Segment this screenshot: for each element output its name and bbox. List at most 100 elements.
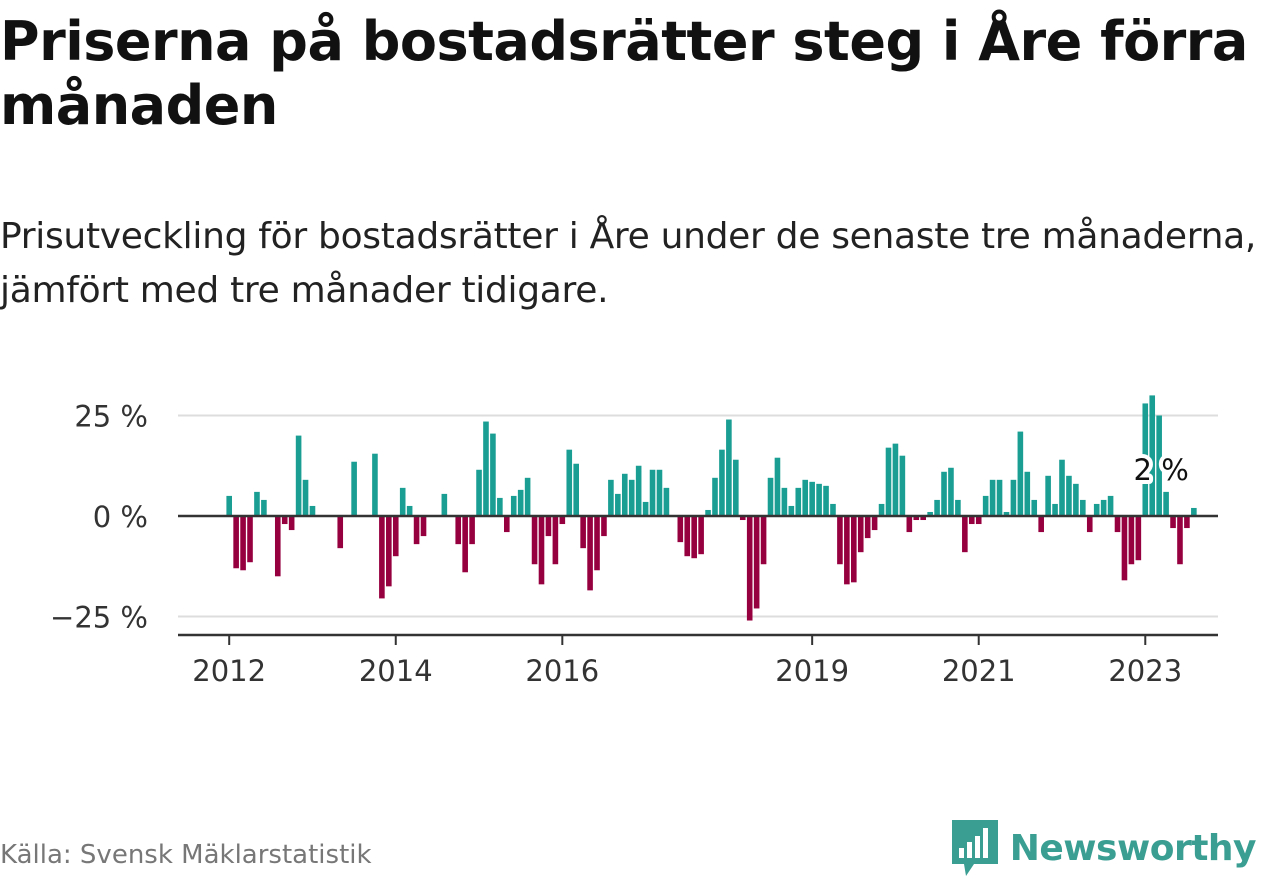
bar [830, 503, 836, 516]
brand-logo: Newsworthy [950, 818, 1257, 878]
bar [580, 516, 586, 549]
bar [837, 516, 843, 565]
bar [1052, 503, 1058, 516]
x-tick-label: 2021 [942, 654, 1016, 688]
bar [274, 516, 281, 577]
bar [1121, 516, 1128, 581]
bar [1156, 415, 1162, 516]
bar [739, 516, 746, 521]
bar [531, 516, 538, 565]
bar [1142, 403, 1149, 516]
bar [781, 487, 788, 516]
bar [844, 516, 850, 585]
bar [559, 516, 566, 525]
bar [483, 421, 489, 516]
bar [1059, 459, 1065, 516]
bar [545, 516, 552, 537]
x-tick-label: 2023 [1108, 654, 1182, 688]
bar [621, 473, 628, 516]
bar [677, 516, 684, 543]
bar [955, 499, 961, 516]
bar [1114, 516, 1121, 533]
bar [691, 516, 697, 559]
bar [996, 479, 1003, 516]
bar [864, 516, 871, 539]
bar [746, 516, 753, 621]
bar [379, 516, 385, 599]
bar [913, 516, 920, 521]
bar [524, 477, 531, 516]
bar [1107, 495, 1114, 516]
bar [975, 516, 982, 525]
bar [705, 509, 711, 516]
bar [795, 487, 802, 516]
bar [1128, 516, 1135, 565]
x-tick-label: 2014 [359, 654, 433, 688]
bar [288, 516, 295, 531]
bar [767, 477, 774, 516]
bar [309, 505, 316, 516]
bar [552, 516, 559, 565]
bar [906, 516, 913, 533]
bar [733, 459, 739, 516]
bar [490, 433, 496, 516]
bar [663, 487, 670, 516]
bar [386, 516, 392, 587]
bar [802, 479, 809, 516]
bar [510, 495, 517, 516]
bar [1100, 499, 1107, 516]
bar [281, 516, 288, 525]
bar [989, 479, 996, 516]
x-tick-label: 2012 [192, 654, 266, 688]
bar [1135, 516, 1142, 561]
bar [774, 457, 781, 516]
bar [871, 516, 878, 531]
bar [351, 461, 357, 516]
bar [406, 505, 413, 516]
brand-name: Newsworthy [1009, 827, 1257, 869]
x-tick-label: 2016 [525, 654, 599, 688]
bar [712, 477, 718, 516]
y-tick-label: 25 % [74, 400, 148, 434]
bar [240, 516, 246, 571]
y-tick-label: −25 % [50, 601, 148, 635]
bar [1170, 516, 1176, 529]
bar [399, 487, 406, 516]
bar [594, 516, 600, 571]
bars [226, 395, 1197, 621]
bar [1045, 475, 1051, 516]
bar [233, 516, 239, 569]
bar [684, 516, 691, 557]
bar [1010, 479, 1017, 516]
bar [982, 495, 989, 516]
bar [851, 516, 857, 583]
bar-chart: 25 % 0 % −25 % 2012 2014 2016 2019 2021 2023 2 % [50, 395, 1218, 689]
bar [392, 516, 399, 557]
bar [441, 493, 448, 516]
bar [1031, 499, 1038, 516]
bar [892, 443, 899, 516]
bar [788, 505, 795, 516]
bar [760, 516, 767, 565]
tick-labels: 25 % 0 % −25 % 2012 2014 2016 2019 2021 2023 [50, 400, 1182, 689]
bar [934, 499, 940, 516]
bar [927, 511, 933, 516]
bar [823, 485, 829, 516]
bar [899, 455, 906, 516]
last-value-label: 2 % [1134, 453, 1189, 487]
bar [816, 483, 822, 516]
bar [608, 479, 614, 516]
bar [587, 516, 593, 591]
bar [809, 481, 815, 516]
chart-subtitle: Prisutveckling för bostadsrätter i Åre u… [0, 216, 1257, 311]
annotations: 2 % [1130, 449, 1193, 491]
bar [920, 516, 926, 521]
bar [302, 479, 309, 516]
bar [1066, 475, 1072, 516]
bar [538, 516, 545, 585]
bar [1073, 483, 1079, 516]
source-note: Källa: Svensk Mäklarstatistik [0, 840, 372, 870]
bar [420, 516, 427, 537]
bar [726, 419, 732, 516]
bar [469, 516, 475, 545]
